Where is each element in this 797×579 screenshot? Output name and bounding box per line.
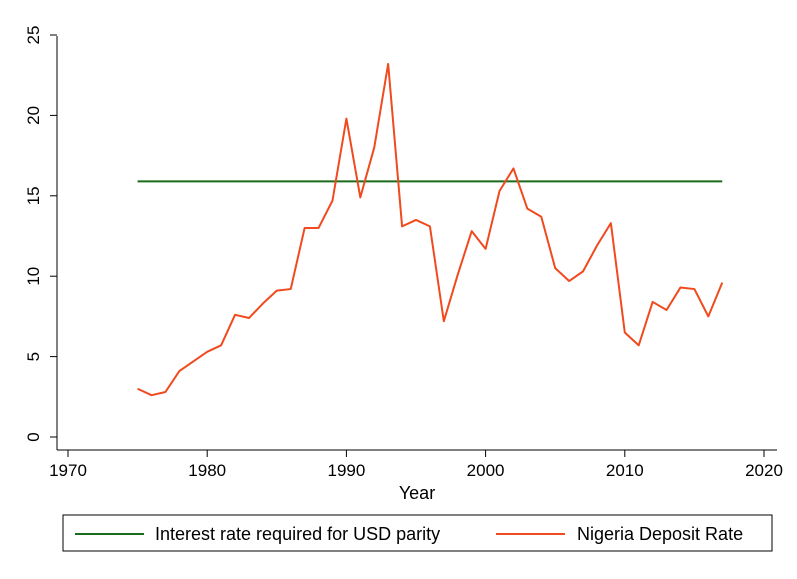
legend: Interest rate required for USD parity Ni…: [62, 514, 773, 552]
legend-label-deposit-rate: Nigeria Deposit Rate: [577, 524, 743, 544]
y-tick-label: 25: [24, 26, 43, 45]
y-tick-label: 5: [24, 352, 43, 361]
x-tick-label: 2020: [745, 461, 783, 480]
x-tick-label: 1990: [327, 461, 365, 480]
y-axis-ticks: 0 5 10 15 20 25: [24, 26, 57, 442]
x-tick-label: 2010: [606, 461, 644, 480]
x-tick-label: 1970: [49, 461, 87, 480]
legend-label-usd-parity: Interest rate required for USD parity: [155, 524, 440, 544]
series-layer: [137, 62, 724, 397]
series-line-deposit-rate: [137, 62, 724, 397]
y-tick-label: 0: [24, 432, 43, 441]
x-tick-label: 1980: [188, 461, 226, 480]
x-axis-ticks: 1970 1980 1990 2000 2010 2020: [49, 450, 783, 480]
x-axis-title: Year: [399, 483, 435, 503]
x-tick-label: 2000: [467, 461, 505, 480]
y-tick-label: 15: [24, 186, 43, 205]
legend-box: [62, 514, 773, 552]
y-tick-label: 10: [24, 267, 43, 286]
y-tick-label: 20: [24, 106, 43, 125]
